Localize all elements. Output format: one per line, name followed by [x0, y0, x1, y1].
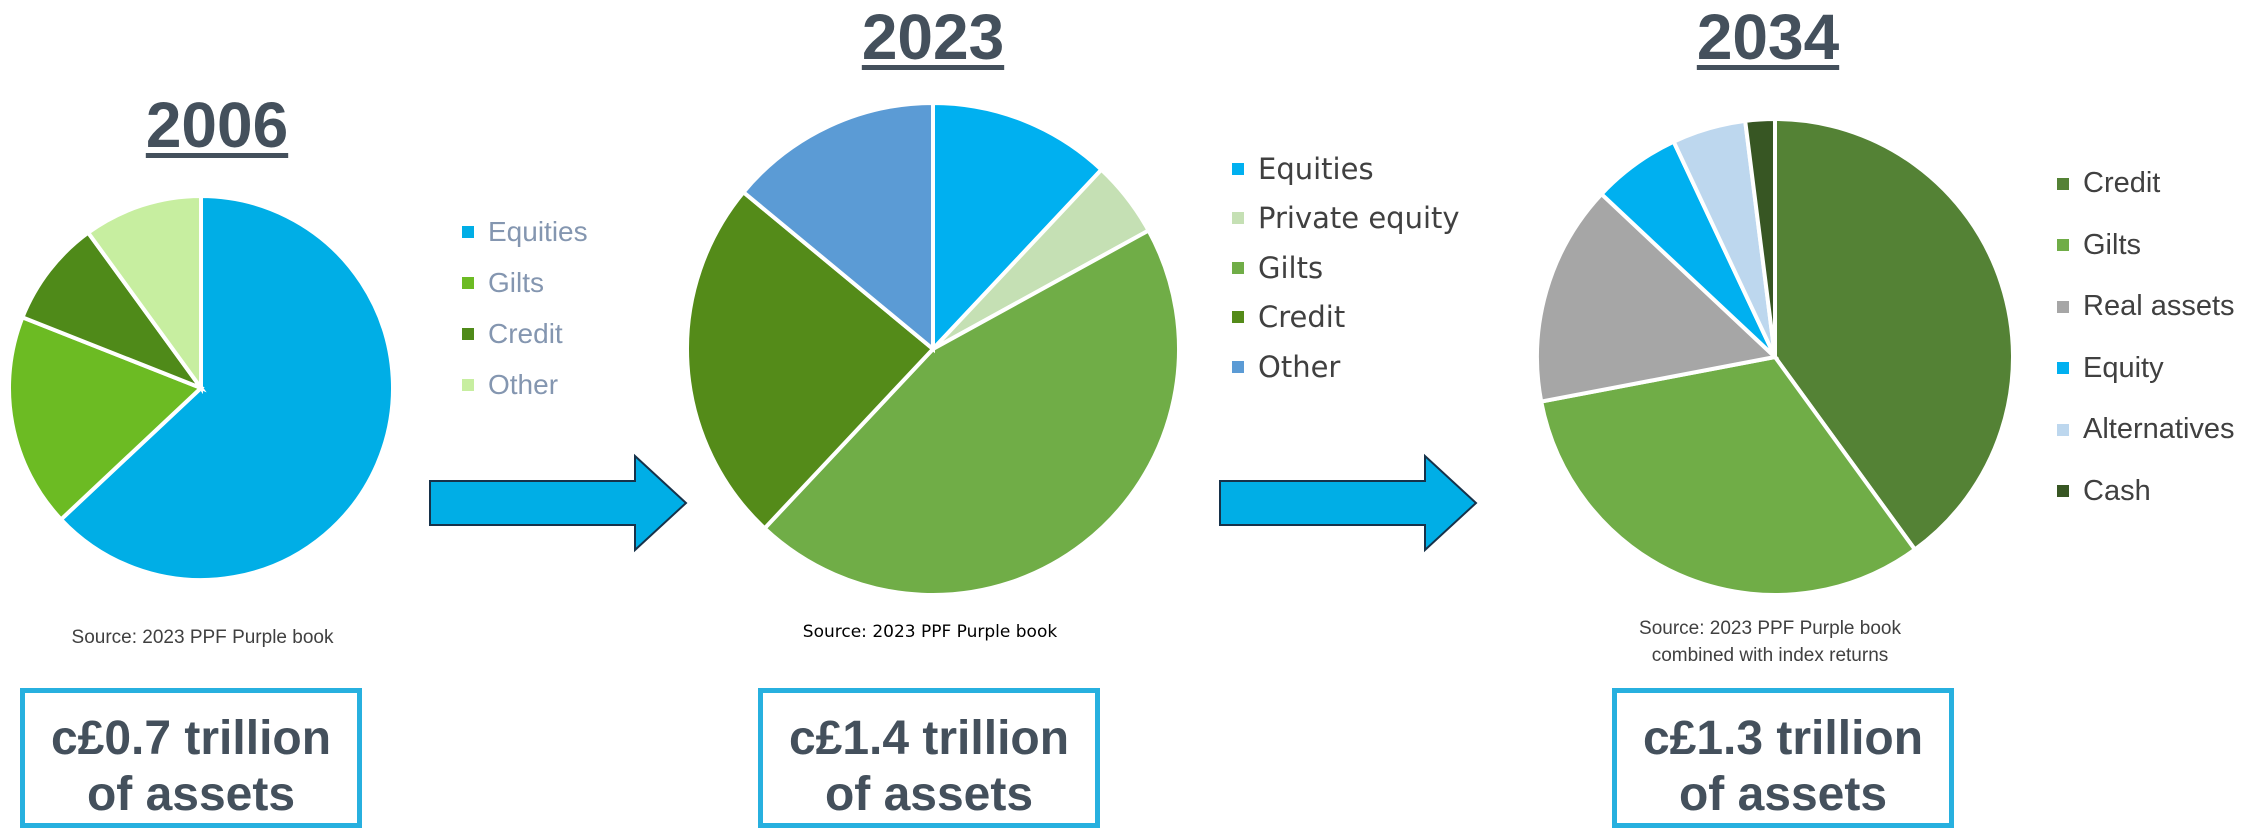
- legend-label: Credit: [2083, 167, 2161, 200]
- year-title-2034: 2034: [1696, 1, 1840, 73]
- year-title-2006: 2006: [145, 89, 289, 161]
- total-assets-box-2006: c£0.7 trillion of assets: [20, 688, 362, 828]
- legend-item: Other: [462, 359, 588, 410]
- arrow-right-icon: [429, 453, 688, 553]
- total-assets-amount: c£1.3 trillion: [1642, 712, 1924, 765]
- legend-label: Cash: [2083, 474, 2151, 507]
- legend-item: Gilts: [1232, 243, 1460, 293]
- pie-slice-credit: [1773, 116, 2015, 553]
- pie-slice-credit: [19, 229, 207, 393]
- legend-label: Alternatives: [2083, 413, 2235, 446]
- legend-label: Gilts: [1258, 250, 1324, 285]
- legend-swatch: [1232, 261, 1244, 274]
- legend-swatch: [2057, 177, 2069, 190]
- total-assets-box-2034: c£1.3 trillion of assets: [1612, 688, 1954, 828]
- pie-chart-2006: [7, 193, 395, 582]
- legend-swatch: [462, 327, 474, 340]
- legend-item: Credit: [1232, 293, 1460, 343]
- legend-swatch: [1232, 311, 1244, 324]
- source-line: Source: 2023 PPF Purple book: [1639, 618, 1901, 639]
- legend-item: Gilts: [462, 257, 588, 308]
- legend-item: Real assets: [2057, 276, 2235, 338]
- pie-slice-credit: [685, 189, 936, 532]
- legend-item: Other: [1232, 342, 1460, 392]
- pie-chart-2034: [1535, 116, 2015, 597]
- legend-label: Credit: [1258, 300, 1346, 335]
- pie-slice-gilts: [1538, 354, 1918, 597]
- legend-item: Equity: [2057, 338, 2235, 400]
- legend-swatch: [1232, 360, 1244, 373]
- source-line: combined with index returns: [1651, 645, 1889, 666]
- legend-swatch: [2057, 362, 2069, 375]
- source-note-2006: Source: 2023 PPF Purple book: [71, 627, 334, 648]
- legend-item: Cash: [2057, 461, 2235, 523]
- pie-slice-gilts: [7, 314, 205, 523]
- legend-label: Equities: [1258, 151, 1374, 186]
- pie-slice-equities: [58, 193, 395, 582]
- legend-swatch: [2057, 300, 2069, 313]
- legend-item: Equities: [462, 206, 588, 257]
- legend-swatch: [1232, 212, 1244, 225]
- pie-slice-equities: [931, 100, 1105, 355]
- legend-item: Gilts: [2057, 215, 2235, 277]
- legend-label: Equity: [2083, 351, 2164, 384]
- legend-label: Other: [1258, 349, 1341, 384]
- legend-label: Private equity: [1258, 201, 1460, 236]
- total-assets-caption: of assets: [824, 768, 1034, 821]
- pie-slice-real-assets: [1535, 191, 1780, 404]
- legend-label: Gilts: [488, 266, 544, 298]
- legend-label: Gilts: [2083, 228, 2141, 261]
- total-assets-caption: of assets: [86, 768, 296, 821]
- legend-item: Credit: [462, 308, 588, 359]
- total-assets-box-2023: c£1.4 trillion of assets: [758, 688, 1100, 828]
- total-assets-caption: of assets: [1678, 768, 1888, 821]
- source-note-2034: Source: 2023 PPF Purple book combined wi…: [1560, 615, 1980, 669]
- legend-swatch: [462, 225, 474, 238]
- pie-slice-other: [740, 100, 935, 354]
- legend-swatch: [2057, 239, 2069, 252]
- legend-label: Credit: [488, 317, 563, 349]
- legend-item: Alternatives: [2057, 399, 2235, 461]
- legend-2006: Equities Gilts Credit Other: [462, 206, 588, 410]
- arrow-right-icon: [1219, 453, 1478, 553]
- legend-label: Equities: [488, 215, 588, 247]
- legend-swatch: [462, 276, 474, 289]
- total-assets-amount: c£0.7 trillion: [50, 712, 332, 765]
- legend-label: Real assets: [2083, 290, 2235, 323]
- total-assets-amount: c£1.4 trillion: [788, 712, 1070, 765]
- legend-swatch: [1232, 162, 1244, 175]
- pie-chart-2023: [685, 100, 1181, 597]
- legend-swatch: [462, 378, 474, 391]
- year-title-2023: 2023: [861, 1, 1005, 73]
- legend-2023: Equities Private equity Gilts Credit Other: [1232, 144, 1460, 392]
- legend-item: Private equity: [1232, 194, 1460, 244]
- legend-item: Credit: [2057, 153, 2235, 215]
- pie-slice-cash: [1742, 116, 1777, 358]
- source-note-2023: Source: 2023 PPF Purple book: [802, 622, 1058, 642]
- legend-item: Equities: [1232, 144, 1460, 194]
- legend-2034: Credit Gilts Real assets Equity Alternatives…: [2057, 153, 2235, 522]
- pie-slice-other: [85, 193, 203, 395]
- legend-swatch: [2057, 423, 2069, 436]
- legend-label: Other: [488, 368, 559, 400]
- pie-slice-gilts: [761, 227, 1181, 597]
- legend-swatch: [2057, 485, 2069, 498]
